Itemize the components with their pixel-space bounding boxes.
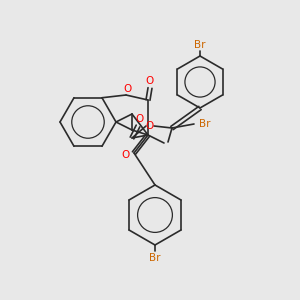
Text: O: O [123,84,131,94]
Text: Br: Br [194,40,206,50]
Text: O: O [135,114,143,124]
Text: O: O [146,121,154,131]
Text: O: O [122,150,130,160]
Text: Br: Br [149,253,161,263]
Text: Br: Br [199,119,211,129]
Text: O: O [146,76,154,86]
